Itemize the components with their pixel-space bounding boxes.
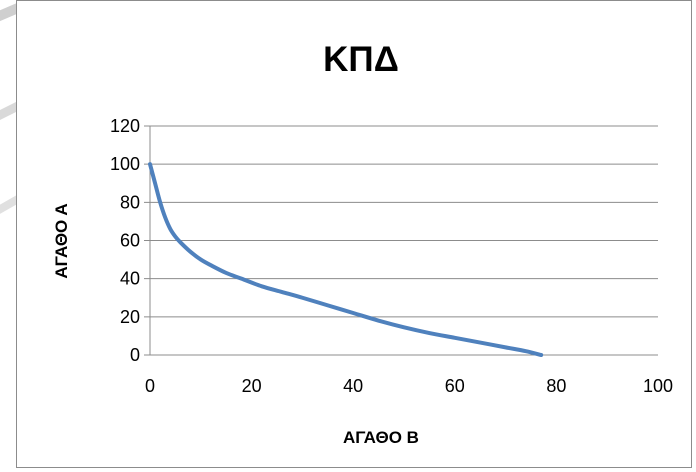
series-line-0 xyxy=(148,162,544,357)
x-tick-label-0: 0 xyxy=(145,376,155,396)
y-tick-label-80: 80 xyxy=(120,192,140,212)
x-tick-label-40: 40 xyxy=(343,376,363,396)
x-axis-title: ΑΓΑΘΟ Β xyxy=(343,428,419,447)
x-tick-label-20: 20 xyxy=(242,376,262,396)
chart-svg: ΚΠΔ 0 20 40 60 80 100 120 0 20 40 60 80 100 ΑΓΑΘΟ Β… xyxy=(52,40,673,447)
y-tick-label-60: 60 xyxy=(120,231,140,251)
y-tick-label-120: 120 xyxy=(110,116,140,136)
chart-title: ΚΠΔ xyxy=(323,40,399,79)
gridlines xyxy=(144,125,658,318)
y-tick-label-40: 40 xyxy=(120,269,140,289)
series-lines xyxy=(148,162,544,357)
y-tick-label-100: 100 xyxy=(110,154,140,174)
y-tick-label-20: 20 xyxy=(120,307,140,327)
chart-area: ΚΠΔ 0 20 40 60 80 100 120 0 20 40 60 80 100 ΑΓΑΘΟ Β… xyxy=(16,0,692,468)
x-tick-label-80: 80 xyxy=(546,376,566,396)
y-tick-labels: 0 20 40 60 80 100 120 xyxy=(110,116,140,365)
y-axis-title: ΑΓΑΘΟ Α xyxy=(52,203,71,278)
x-tick-labels: 0 20 40 60 80 100 xyxy=(145,376,673,396)
y-tick-label-0: 0 xyxy=(130,345,140,365)
x-tick-label-100: 100 xyxy=(643,376,673,396)
x-tick-label-60: 60 xyxy=(445,376,465,396)
